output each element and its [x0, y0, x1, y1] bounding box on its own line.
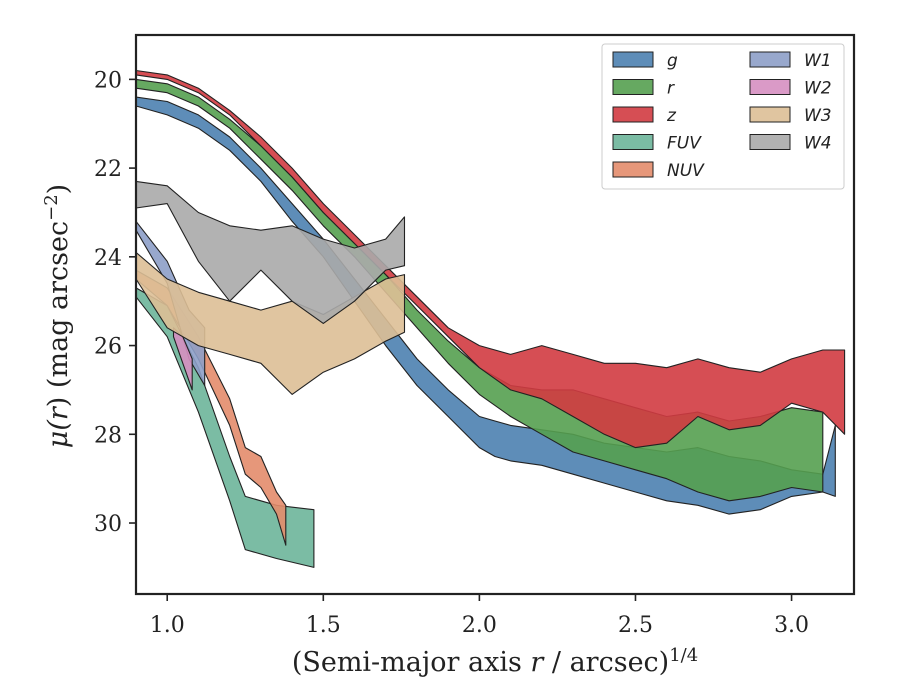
- band-w3: [135, 251, 406, 395]
- legend-label-w2: W2: [804, 79, 832, 99]
- y-tick-label: 26: [94, 335, 122, 360]
- legend-items: grz FUV NUV W1 W2 W3 W4: [612, 51, 832, 181]
- legend-swatch-fuv: [612, 134, 654, 150]
- legend-label-r: r: [667, 79, 675, 99]
- x-axis-ticks: 1.0 1.5 2.0 2.5 3.0: [150, 594, 809, 638]
- x-tick-label: 1.5: [306, 613, 341, 638]
- legend-swatch-w4: [749, 134, 791, 150]
- legend-swatch-z: [612, 106, 654, 123]
- legend-label-fuv: FUV: [667, 134, 702, 154]
- x-tick-label: 2.5: [618, 613, 653, 638]
- legend: grz FUV NUV W1 W2 W3 W4: [601, 43, 845, 190]
- y-tick-label: 20: [94, 68, 122, 93]
- plot-frame: [134, 33, 856, 596]
- data-bands: [135, 69, 846, 568]
- legend-swatch-g: [612, 51, 654, 68]
- x-axis-label: (Semi-major axis r / arcsec)1/4: [292, 645, 698, 678]
- y-tick-label: 22: [94, 157, 122, 182]
- legend-label-g: g: [667, 51, 678, 71]
- legend-label-z: z: [666, 106, 677, 126]
- legend-label-w3: W3: [804, 106, 832, 126]
- legend-swatch-r: [612, 79, 654, 95]
- legend-swatch-w3: [749, 106, 791, 123]
- band-w1: [135, 220, 206, 387]
- x-tick-label: 1.0: [150, 613, 185, 638]
- legend-label-w4: W4: [804, 134, 832, 154]
- band-w4: [135, 180, 406, 324]
- legend-swatch-w1: [749, 51, 791, 68]
- x-tick-label: 3.0: [774, 613, 809, 638]
- y-axis-label: μ(r) (mag arcsec−2): [41, 184, 74, 448]
- legend-swatch-nuv: [612, 161, 654, 178]
- y-axis-ticks: 20 22 24 26 28 30: [94, 68, 136, 537]
- legend-label-w1: W1: [804, 51, 832, 71]
- y-tick-label: 30: [94, 512, 122, 537]
- y-tick-label: 28: [94, 423, 122, 448]
- x-tick-label: 2.0: [462, 613, 497, 638]
- legend-swatch-w2: [749, 79, 791, 95]
- legend-label-nuv: NUV: [667, 161, 705, 181]
- y-tick-label: 24: [94, 246, 122, 271]
